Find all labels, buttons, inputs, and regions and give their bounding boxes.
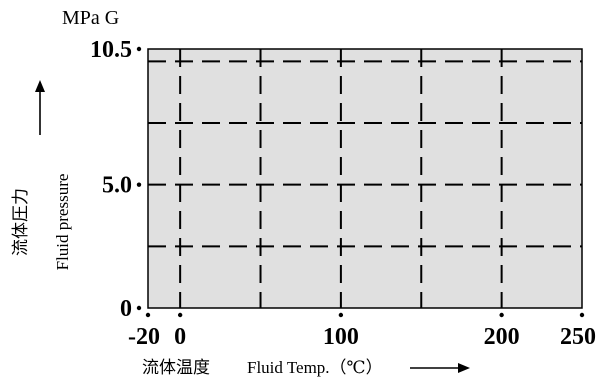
x-tick-label: 200 xyxy=(484,324,520,350)
y-tick-dot xyxy=(136,305,142,311)
y-axis-label-en: Fluid pressure xyxy=(53,174,72,271)
x-axis-label-en: Fluid Temp.（℃） xyxy=(247,358,383,377)
grid-lines xyxy=(148,49,582,308)
y-axis-label-cn: 流体圧力 xyxy=(11,188,30,256)
x-tick-marks xyxy=(145,312,585,318)
y-tick-dot xyxy=(136,46,142,52)
x-tick-dot xyxy=(579,312,585,318)
x-tick-labels: -20 0 100 200 250 xyxy=(128,324,596,350)
x-tick-label: -20 xyxy=(128,324,160,350)
y-tick-labels: 0 5.0 10.5 xyxy=(90,37,132,322)
x-tick-dot xyxy=(499,312,504,318)
x-tick-label: 250 xyxy=(560,324,596,350)
operating-region xyxy=(147,48,583,309)
y-tick-marks xyxy=(136,46,142,311)
x-tick-dot xyxy=(145,312,151,318)
y-tick-dot xyxy=(136,182,142,187)
x-axis-label-cn: 流体温度 xyxy=(142,358,210,377)
y-tick-label: 10.5 xyxy=(90,37,132,63)
y-tick-label: 0 xyxy=(120,296,132,322)
x-tick-label: 0 xyxy=(174,324,186,350)
x-axis-arrow xyxy=(410,363,470,373)
y-unit-label: MPa G xyxy=(62,7,119,29)
x-tick-label: 100 xyxy=(323,324,359,350)
x-tick-dot xyxy=(177,312,183,318)
x-tick-dot xyxy=(338,312,344,318)
y-tick-label: 5.0 xyxy=(102,173,132,199)
y-axis-arrow xyxy=(35,80,45,135)
